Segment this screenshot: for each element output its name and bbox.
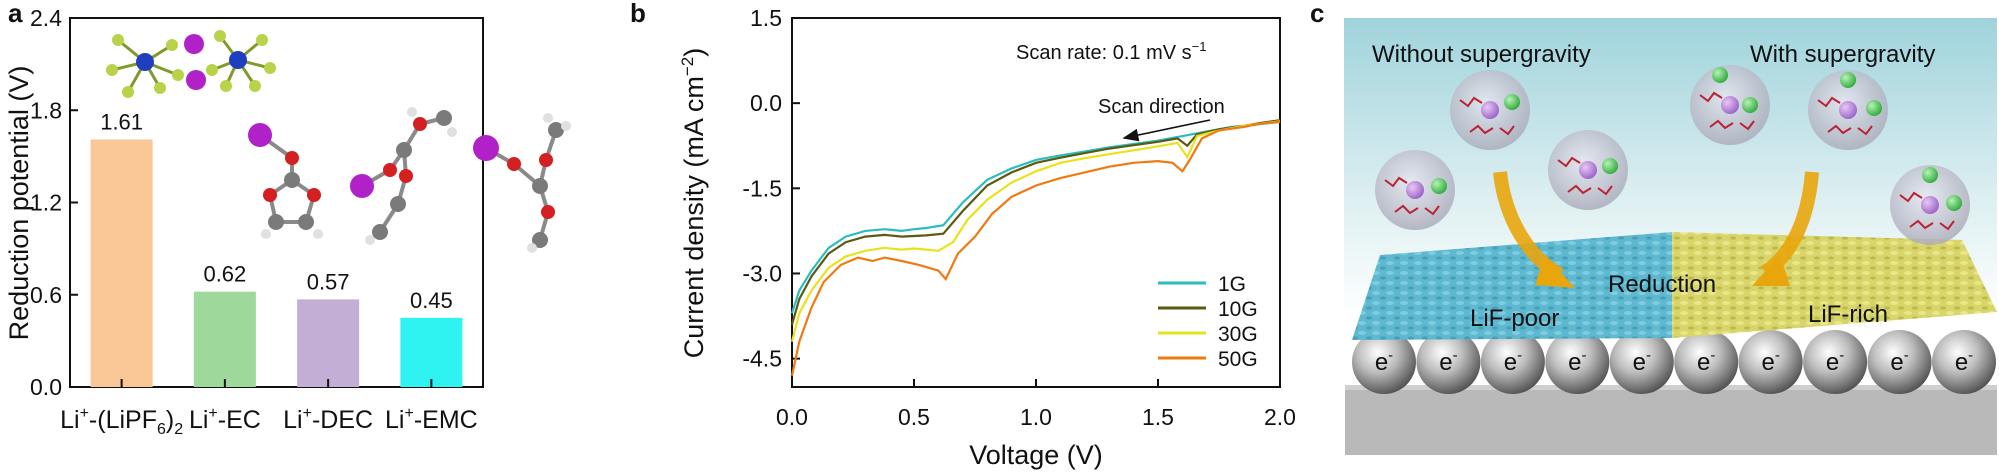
panel-b-x-ticks: 0.0 0.5 1.0 1.5 2.0 [776,379,1296,430]
electron-label: e- [1568,347,1586,376]
electron-sphere-icon [1545,330,1610,394]
panel-b-series-lines [790,119,1281,376]
panel-a-letter: a [8,0,23,28]
series-line [790,120,1281,314]
y-tick-label: -4.5 [742,346,782,372]
bar-value-label: 0.62 [203,262,246,287]
panel-b-y-axis-label: Current density (mA cm−2) [678,48,709,358]
electron-label: e- [1955,347,1973,376]
electron-label: e- [1761,347,1779,376]
panel-a-y-axis-label: Reduction potential (V) [4,66,34,341]
electron-sphere-icon [1480,330,1545,394]
bar [400,317,463,387]
electron-label: e- [1697,347,1715,376]
reduction-label: Reduction [1608,271,1716,298]
solvation-sheath-icons [1375,65,1970,245]
series-line [790,120,1281,342]
series-line [790,120,1281,376]
solvation-sheath-icon [1808,70,1888,150]
x-tick-label: 0.5 [898,404,930,430]
y-tick-label: -1.5 [742,175,782,201]
y-tick-label: 2.4 [30,5,62,31]
panel-a-y-ticks: 0.0 0.6 1.2 1.8 2.4 [30,5,78,400]
electron-sphere-icon [1674,330,1739,394]
electron-label: e- [1633,347,1651,376]
panel-b: b 1.50.0-1.5-3.0-4.5 0.0 0.5 1.0 1.5 2.0 1G1… [630,0,1296,470]
scan-direction-annotation: Scan direction [1098,96,1225,118]
dec-molecule-icon [350,107,457,245]
scan-direction-arrow-icon [1122,119,1211,142]
panel-b-axes-frame [791,17,1281,388]
x-tick-label: 2.0 [1264,404,1296,430]
solvation-sheath-icon [1450,70,1530,150]
electron-sphere-icon [1867,330,1932,394]
reduction-arrow-left-head-icon [1535,255,1575,288]
lipf6-molecule-icon [106,30,276,98]
bar-value-label: 0.57 [307,269,350,294]
lif-poor-label: LiF-poor [1470,305,1559,332]
electron-label: e- [1439,347,1457,376]
solvation-sheath-icon [1375,150,1455,230]
ec-molecule-icon [248,123,323,239]
substrate-slab-front [1345,385,1997,455]
emc-molecule-icon [473,113,571,253]
x-tick-label: 1.0 [1020,404,1052,430]
electron-label: e- [1504,347,1522,376]
y-tick-label: 1.8 [30,97,62,123]
y-tick-label: 0.6 [30,282,62,308]
x-category-label: Li+-(LiPF6)2 [60,405,183,438]
panel-c: c e-e-e-e-e-e-e-e-e-e- [1310,0,1997,455]
legend-label: 10G [1218,298,1258,321]
electron-sphere-icon [1352,330,1416,394]
x-tick-label: 1.5 [1142,404,1174,430]
legend-label: 1G [1218,273,1246,296]
y-tick-label: 0.0 [750,90,782,116]
electron-sphere-icon [1609,330,1674,394]
panel-b-x-axis-label: Voltage (V) [969,440,1103,470]
y-tick-label: -3.0 [742,260,782,286]
lif-poor-layer [1352,232,1672,340]
x-category-label: Li+-EMC [385,405,478,434]
x-tick-label: 0.0 [776,404,808,430]
electron-label: e- [1826,347,1844,376]
panel-a-x-labels: Li+-(LiPF6)2 Li+-EC Li+-DEC Li+-EMC [60,379,478,438]
x-category-label: Li+-EC [189,405,261,434]
with-supergravity-label: With supergravity [1750,41,1935,68]
lif-rich-label: LiF-rich [1808,301,1888,328]
bar [297,299,360,387]
legend-label: 50G [1218,348,1258,371]
x-category-label: Li+-DEC [283,405,373,434]
electron-label: e- [1890,347,1908,376]
bar [193,291,256,387]
solvation-sheath-icon [1548,130,1628,210]
panel-a: a 0.0 0.6 1.2 1.8 2.4 1.61 0.62 0.57 0.45 Li+-(… [4,0,571,438]
legend-label: 30G [1218,323,1258,346]
series-line [790,119,1281,325]
solvation-sheath-icon [1890,165,1970,245]
panel-b-y-ticks: 1.5 0.0 -1.5 -3.0 -4.5 [742,5,800,372]
electron-sphere-icon [1416,330,1481,394]
electron-row: e-e-e-e-e-e-e-e-e-e- [1352,330,1996,394]
y-tick-label: 1.2 [30,190,62,216]
y-tick-label: 0.0 [30,374,62,400]
electron-sphere-icon [1738,330,1803,394]
bar-value-label: 1.61 [100,109,143,134]
panel-a-bars: 1.61 0.62 0.57 0.45 [90,109,463,387]
y-tick-label: 1.5 [750,5,782,31]
panel-c-letter: c [1310,0,1324,28]
reduction-arrow-right-head-icon [1752,255,1790,286]
lif-rich-layer [1672,232,1997,338]
scan-rate-annotation: Scan rate: 0.1 mV s−1 [1016,39,1206,64]
electron-label: e- [1375,347,1393,376]
without-supergravity-label: Without supergravity [1372,41,1591,68]
electron-sphere-icon [1932,330,1996,394]
panel-b-letter: b [630,0,646,28]
bar [90,139,153,387]
solvation-sheath-icon [1690,65,1770,145]
electron-sphere-icon [1803,330,1868,394]
bar-value-label: 0.45 [410,288,453,313]
